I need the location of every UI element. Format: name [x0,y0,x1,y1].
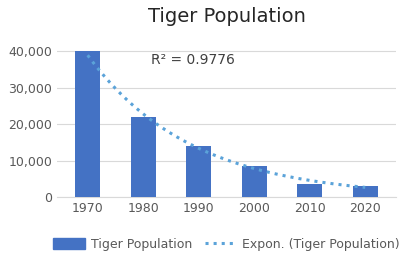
Bar [186,146,211,197]
Bar [297,184,322,197]
Bar [131,117,156,197]
Bar [75,51,100,197]
Text: R² = 0.9776: R² = 0.9776 [151,53,235,67]
Bar [242,166,267,197]
Bar [353,185,378,197]
Legend: Tiger Population, Expon. (Tiger Population): Tiger Population, Expon. (Tiger Populati… [48,233,405,256]
Title: Tiger Population: Tiger Population [148,7,305,26]
